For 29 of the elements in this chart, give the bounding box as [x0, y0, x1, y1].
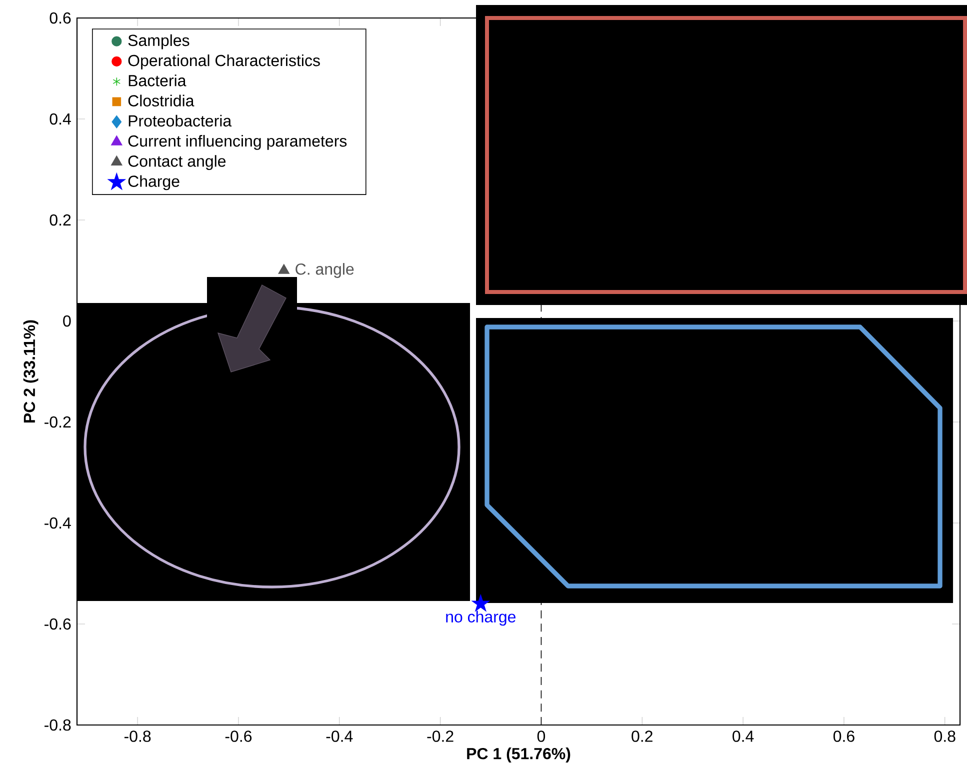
y-tick-label: -0.6: [44, 618, 71, 630]
x-axis-title: PC 1 (51.76%): [467, 748, 570, 762]
legend-label: Operational Characteristics: [128, 54, 320, 70]
x-tick-label: -0.4: [326, 730, 353, 742]
legend-label: Samples: [128, 34, 190, 50]
legend-label: Current influencing parameters: [128, 134, 347, 150]
x-tick-label: -0.8: [124, 730, 151, 742]
legend-label: Clostridia: [128, 94, 194, 106]
y-tick-label: 0.2: [50, 214, 71, 226]
y-tick-label: -0.4: [44, 517, 71, 529]
y-axis-title: PC 2 (33.11%): [23, 320, 38, 422]
x-tick-label: 0.6: [833, 730, 854, 742]
y-tick-label: 0.6: [50, 12, 71, 24]
x-tick-label: 0.4: [732, 730, 754, 742]
x-tick-label: -0.2: [427, 730, 454, 742]
x-tick-label: 0: [537, 730, 546, 742]
y-tick-label: 0.4: [50, 113, 71, 125]
y-tick-label: -0.8: [44, 719, 71, 731]
data-label: no charge: [446, 610, 516, 626]
legend-label: Charge: [128, 175, 180, 190]
x-tick-label: -0.6: [225, 730, 252, 742]
x-tick-label: 0.8: [934, 730, 956, 742]
x-tick-label: 0.2: [632, 730, 652, 742]
y-tick-label: 0: [63, 315, 71, 327]
legend-label: Contact angle: [128, 155, 226, 170]
data-label: C. angle: [296, 263, 354, 278]
y-tick-label: -0.2: [44, 416, 71, 428]
legend-label: Proteobacteria: [128, 114, 232, 127]
legend-label: Bacteria: [128, 74, 186, 86]
